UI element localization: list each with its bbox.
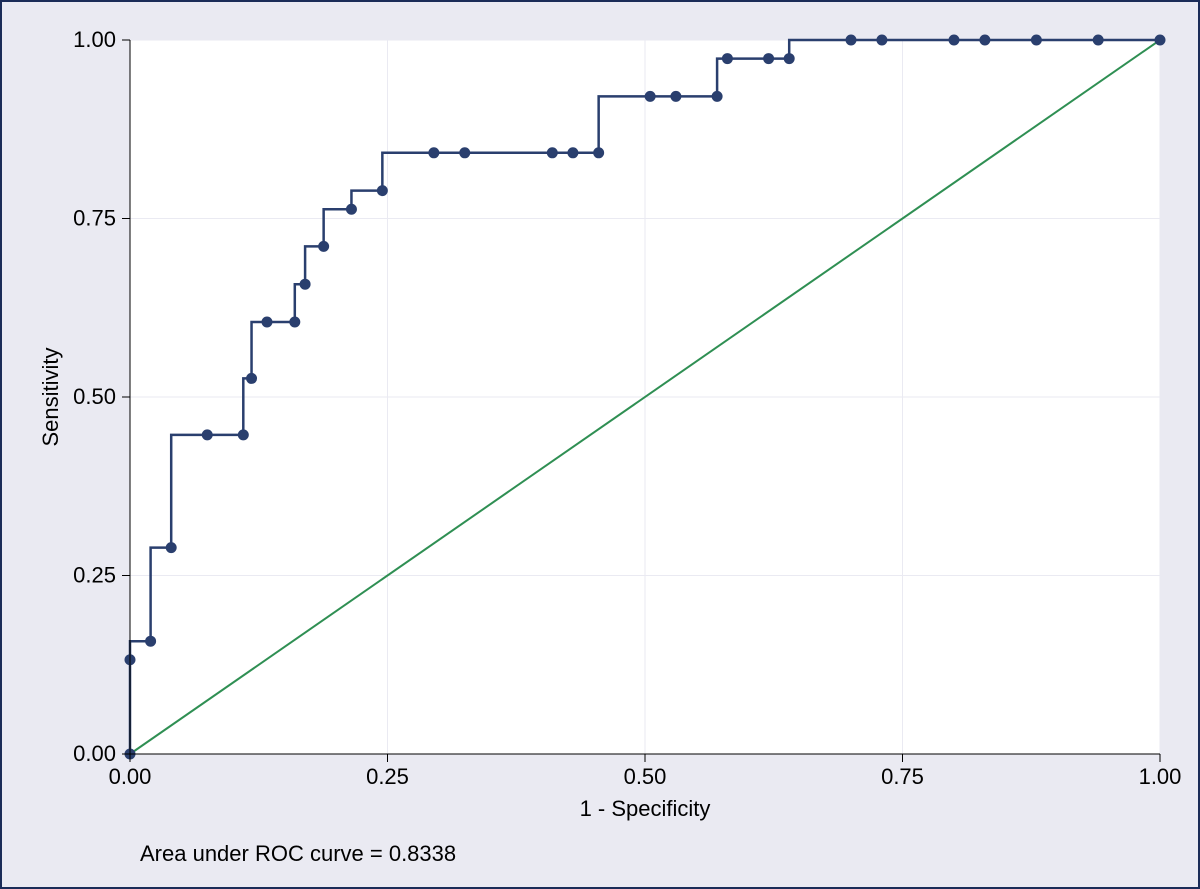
roc-point-marker [202,430,212,440]
roc-point-marker [300,279,310,289]
x-tick-label: 0.25 [366,764,409,789]
roc-point-marker [547,148,557,158]
y-axis-label: Sensitivity [38,347,63,446]
roc-point-marker [262,317,272,327]
roc-point-marker [247,373,257,383]
roc-point-marker [712,91,722,101]
x-tick-label: 0.00 [109,764,152,789]
roc-point-marker [784,54,794,64]
roc-point-marker [1093,35,1103,45]
roc-point-marker [645,91,655,101]
roc-point-marker [377,186,387,196]
roc-point-marker [1031,35,1041,45]
roc-point-marker [238,430,248,440]
roc-point-marker [568,148,578,158]
chart-caption: Area under ROC curve = 0.8338 [140,841,456,866]
roc-point-marker [671,91,681,101]
roc-point-marker [429,148,439,158]
roc-point-marker [290,317,300,327]
y-tick-label: 1.00 [73,27,116,52]
roc-point-marker [980,35,990,45]
roc-point-marker [877,35,887,45]
roc-point-marker [949,35,959,45]
roc-chart-svg: 0.00 0.25 0.50 0.75 1.00 1 - Specificity 0.00 0… [0,0,1200,889]
y-tick-label: 0.75 [73,206,116,231]
roc-point-marker [1155,35,1165,45]
x-tick-label: 1.00 [1139,764,1182,789]
x-tick-label: 0.50 [624,764,667,789]
roc-point-marker [846,35,856,45]
roc-point-marker [319,241,329,251]
roc-point-marker [764,54,774,64]
y-tick-label: 0.25 [73,563,116,588]
roc-point-marker [346,204,356,214]
x-tick-label: 0.75 [881,764,924,789]
roc-point-marker [594,148,604,158]
x-axis-label: 1 - Specificity [580,796,711,821]
y-tick-label: 0.50 [73,384,116,409]
roc-chart-frame: 0.00 0.25 0.50 0.75 1.00 1 - Specificity 0.00 0… [0,0,1200,889]
y-tick-label: 0.00 [73,741,116,766]
roc-point-marker [460,148,470,158]
roc-point-marker [166,543,176,553]
roc-point-marker [722,54,732,64]
roc-point-marker [146,636,156,646]
